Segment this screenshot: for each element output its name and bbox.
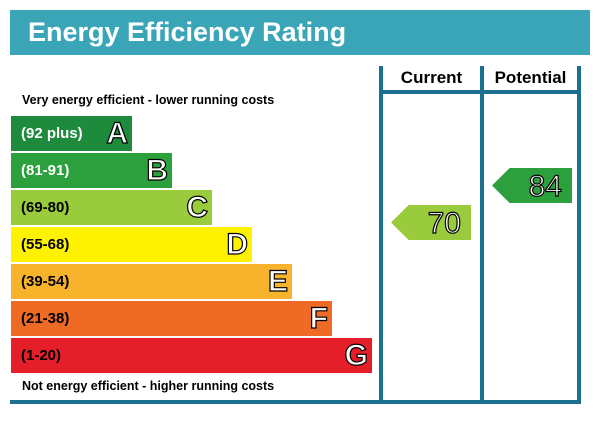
band-range: (21-38) xyxy=(21,310,70,327)
band-b: (81-91) B xyxy=(11,153,172,188)
column-divider xyxy=(379,66,383,404)
band-range: (55-68) xyxy=(21,236,70,253)
band-letter: E xyxy=(267,264,288,298)
band-d: (55-68) D xyxy=(11,227,252,262)
band-a: (92 plus) A xyxy=(11,116,132,151)
potential-column-header: Potential xyxy=(494,68,567,87)
band-letter: D xyxy=(226,227,249,261)
column-divider xyxy=(577,66,581,404)
column-divider xyxy=(480,66,484,404)
current-column-header: Current xyxy=(400,68,463,87)
current-rating-arrow: 70 xyxy=(391,205,471,240)
band-range: (69-80) xyxy=(21,199,70,216)
chart-title: Energy Efficiency Rating xyxy=(10,10,590,55)
band-c: (69-80) C xyxy=(11,190,212,225)
band-letter: B xyxy=(146,153,169,187)
current-rating-value: 70 xyxy=(427,206,462,240)
potential-rating-value: 84 xyxy=(528,169,563,203)
band-letter: A xyxy=(106,116,129,150)
band-f: (21-38) F xyxy=(11,301,332,336)
band-range: (39-54) xyxy=(21,273,70,290)
top-note: Very energy efficient - lower running co… xyxy=(22,93,275,107)
bottom-note: Not energy efficient - higher running co… xyxy=(22,379,275,393)
bottom-border xyxy=(10,400,581,404)
potential-rating-arrow: 84 xyxy=(492,168,572,203)
band-range: (81-91) xyxy=(21,162,70,179)
band-range: (1-20) xyxy=(21,347,62,364)
band-e: (39-54) E xyxy=(11,264,292,299)
header-divider xyxy=(379,90,581,94)
band-range: (92 plus) xyxy=(21,125,83,142)
band-letter: F xyxy=(309,301,329,335)
band-letter: G xyxy=(344,338,369,372)
band-letter: C xyxy=(186,190,209,224)
band-g: (1-20) G xyxy=(11,338,372,373)
